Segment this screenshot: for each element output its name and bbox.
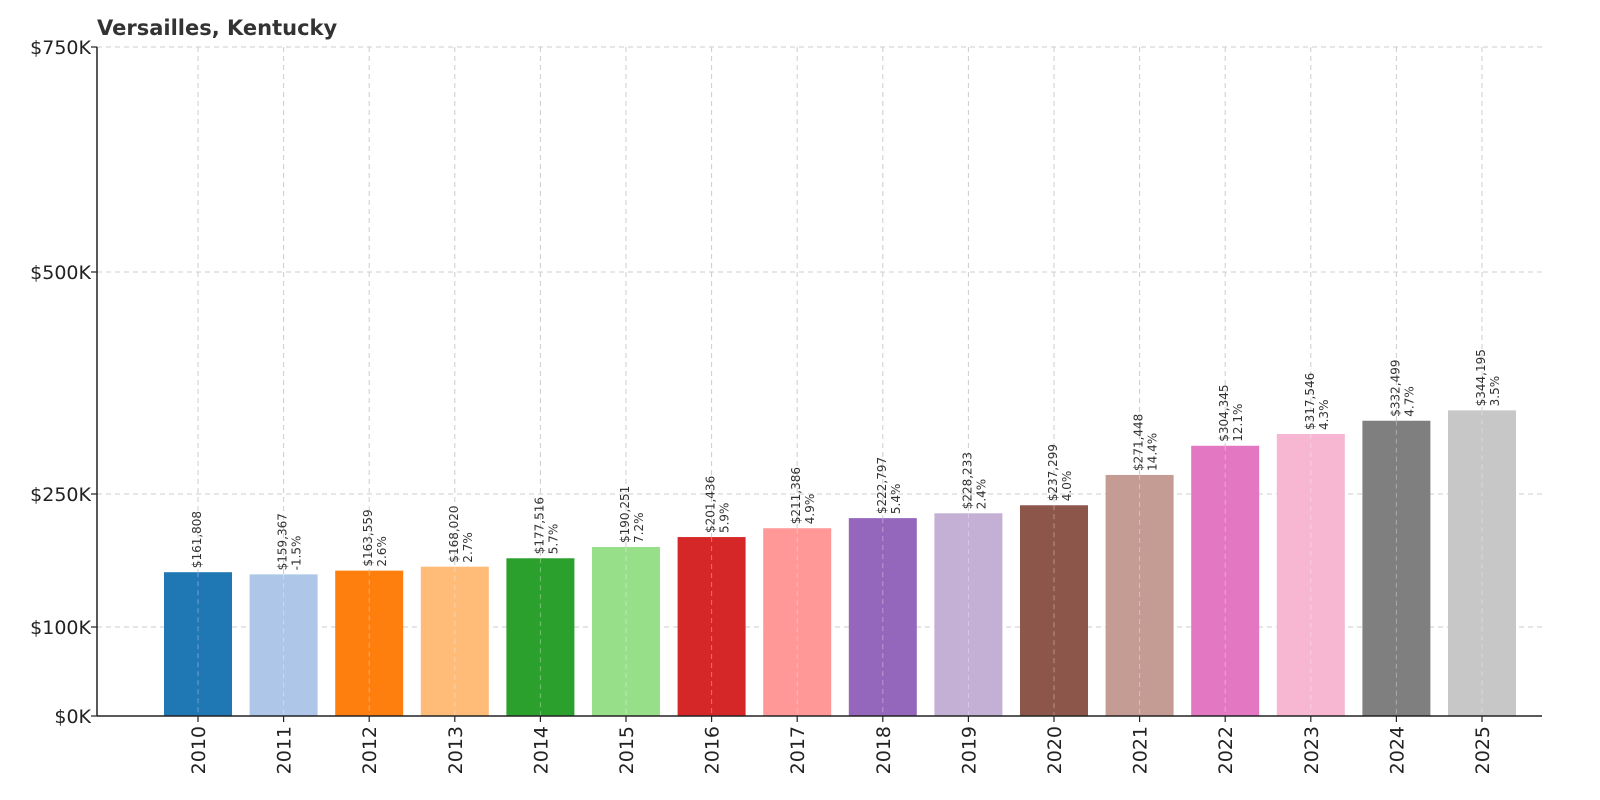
bar-2017: [763, 528, 832, 716]
chart-title: Versailles, Kentucky: [97, 16, 338, 40]
value-label-2021: $271,448: [1132, 414, 1146, 471]
value-label-2024: $332,499: [1388, 359, 1402, 416]
value-label-2018: $222,797: [875, 457, 889, 514]
change-label-2018: 5.4%: [889, 484, 903, 515]
change-label-2011: -1.5%: [290, 536, 304, 571]
change-label-2020: 4.0%: [1060, 471, 1074, 502]
change-label-2015: 7.2%: [632, 512, 646, 543]
x-tick-label: 2013: [445, 726, 467, 774]
x-tick-label: 2012: [359, 726, 381, 774]
x-tick-label: 2019: [958, 726, 980, 774]
x-tick-label: 2010: [188, 726, 210, 774]
value-label-2019: $228,233: [960, 452, 974, 509]
value-label-2011: $159,367: [276, 513, 290, 570]
x-tick-label: 2021: [1130, 726, 1152, 774]
value-label-2014: $177,516: [532, 497, 546, 554]
value-label-2012: $163,559: [361, 509, 375, 566]
change-label-2013: 2.7%: [461, 532, 475, 563]
bar-2019: [934, 513, 1003, 716]
x-tick-label: 2022: [1215, 726, 1237, 774]
bar-2011: [249, 574, 318, 716]
bar-2016: [677, 537, 746, 716]
value-label-2013: $168,020: [447, 505, 461, 562]
change-label-2019: 2.4%: [974, 479, 988, 510]
x-tick-label: 2020: [1044, 726, 1066, 774]
x-tick-label: 2025: [1472, 726, 1494, 774]
x-tick-label: 2024: [1386, 726, 1408, 774]
y-tick-label: $0K: [54, 706, 91, 728]
change-label-2012: 2.6%: [375, 536, 389, 567]
bar-2015: [592, 546, 660, 716]
change-label-2021: 14.4%: [1146, 433, 1160, 471]
y-tick-label: $750K: [30, 37, 91, 59]
bar-2013: [420, 566, 489, 716]
value-label-2020: $237,299: [1046, 444, 1060, 501]
change-label-2014: 5.7%: [546, 524, 560, 555]
value-label-2010: $161,808: [190, 511, 204, 568]
x-tick-label: 2018: [873, 726, 895, 774]
change-label-2022: 12.1%: [1231, 404, 1245, 442]
change-label-2023: 4.3%: [1317, 400, 1331, 431]
x-tick-label: 2015: [616, 726, 638, 774]
bar-2014: [506, 558, 575, 716]
value-label-2017: $211,386: [789, 467, 803, 524]
value-label-2022: $304,345: [1217, 384, 1231, 441]
x-tick-label: 2017: [787, 726, 809, 774]
bar-2018: [848, 518, 917, 716]
bar-2025: [1448, 410, 1516, 716]
y-tick-label: $100K: [30, 617, 91, 639]
bar-2020: [1020, 505, 1088, 716]
value-label-2025: $344,195: [1474, 349, 1488, 406]
change-label-2017: 4.9%: [803, 494, 817, 525]
change-label-2024: 4.7%: [1402, 386, 1416, 417]
y-tick-label: $250K: [30, 484, 91, 506]
y-tick-label: $500K: [30, 262, 91, 284]
bar-2021: [1105, 474, 1174, 716]
bar-2024: [1362, 420, 1431, 716]
change-label-2025: 3.5%: [1488, 376, 1502, 407]
x-tick-label: 2023: [1301, 726, 1323, 774]
bar-2010: [164, 572, 232, 716]
value-label-2023: $317,546: [1303, 373, 1317, 430]
bar-2022: [1191, 445, 1260, 716]
x-tick-label: 2014: [530, 726, 552, 774]
change-label-2016: 5.9%: [718, 503, 732, 534]
value-label-2015: $190,251: [618, 486, 632, 543]
x-tick-label: 2016: [702, 726, 724, 774]
bar-2023: [1276, 434, 1345, 716]
value-label-2016: $201,436: [704, 476, 718, 533]
x-tick-label: 2011: [274, 726, 296, 774]
bar-2012: [335, 570, 404, 716]
